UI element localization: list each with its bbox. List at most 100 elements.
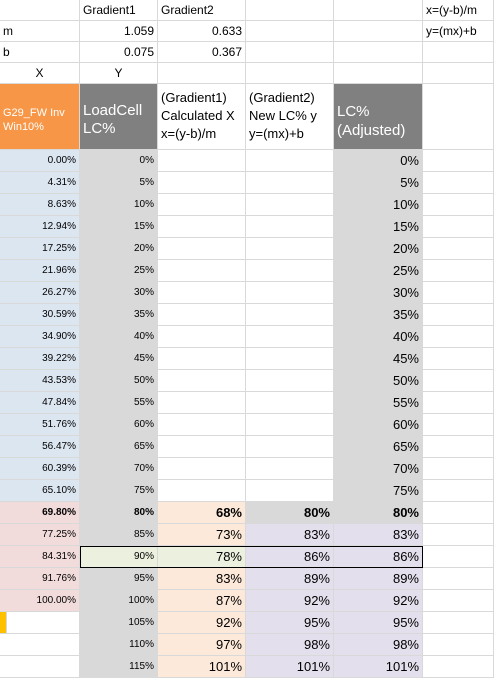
calculated-x-cell[interactable] bbox=[158, 304, 246, 326]
g29-value-cell[interactable]: 69.80% bbox=[0, 502, 80, 524]
new-lc-cell[interactable]: 92% bbox=[246, 590, 334, 612]
calculated-x-cell[interactable] bbox=[158, 392, 246, 414]
empty-cell[interactable] bbox=[423, 656, 494, 678]
new-lc-cell[interactable] bbox=[246, 414, 334, 436]
cell-E2[interactable] bbox=[334, 21, 423, 42]
loadcell-value-cell[interactable]: 80% bbox=[80, 502, 158, 524]
lc-adjusted-cell[interactable]: 95% bbox=[334, 612, 423, 634]
g29-value-cell[interactable]: 21.96% bbox=[0, 260, 80, 282]
empty-cell[interactable] bbox=[423, 634, 494, 656]
lc-adjusted-cell[interactable]: 20% bbox=[334, 238, 423, 260]
loadcell-value-cell[interactable]: 60% bbox=[80, 414, 158, 436]
g29-value-cell[interactable]: 43.53% bbox=[0, 370, 80, 392]
cell-D1[interactable] bbox=[246, 0, 334, 21]
g29-value-cell[interactable]: 34.90% bbox=[0, 326, 80, 348]
g29-value-cell[interactable]: 17.25% bbox=[0, 238, 80, 260]
loadcell-value-cell[interactable]: 55% bbox=[80, 392, 158, 414]
loadcell-value-cell[interactable]: 100% bbox=[80, 590, 158, 612]
loadcell-value-cell[interactable]: 45% bbox=[80, 348, 158, 370]
calculated-x-cell[interactable]: 101% bbox=[158, 656, 246, 678]
empty-cell[interactable] bbox=[423, 524, 494, 546]
calculated-x-cell[interactable] bbox=[158, 480, 246, 502]
new-lc-cell[interactable] bbox=[246, 238, 334, 260]
gradient2-b-value[interactable]: 0.367 bbox=[158, 42, 246, 63]
loadcell-value-cell[interactable]: 20% bbox=[80, 238, 158, 260]
lc-adjusted-cell[interactable]: 45% bbox=[334, 348, 423, 370]
calculated-x-cell[interactable] bbox=[158, 414, 246, 436]
calculated-x-cell[interactable]: 68% bbox=[158, 502, 246, 524]
cell-A1[interactable] bbox=[0, 0, 80, 21]
g29-value-cell[interactable]: 77.25% bbox=[0, 524, 80, 546]
empty-cell[interactable] bbox=[423, 546, 494, 568]
g29-value-cell[interactable] bbox=[0, 612, 7, 634]
empty-cell[interactable] bbox=[423, 172, 494, 194]
new-lc-cell[interactable] bbox=[246, 348, 334, 370]
empty-cell[interactable] bbox=[423, 392, 494, 414]
m-label[interactable]: m bbox=[0, 21, 80, 42]
new-lc-cell[interactable]: 83% bbox=[246, 524, 334, 546]
header-g29-fw[interactable]: G29_FW Inv Win10% bbox=[0, 84, 80, 150]
calculated-x-cell[interactable] bbox=[158, 150, 246, 172]
lc-adjusted-cell[interactable]: 50% bbox=[334, 370, 423, 392]
lc-adjusted-cell[interactable]: 65% bbox=[334, 436, 423, 458]
cell-F5[interactable] bbox=[423, 84, 494, 150]
empty-cell[interactable] bbox=[423, 436, 494, 458]
empty-cell[interactable] bbox=[423, 458, 494, 480]
cell-E3[interactable] bbox=[334, 42, 423, 63]
lc-adjusted-cell[interactable]: 80% bbox=[334, 502, 423, 524]
new-lc-cell[interactable]: 86% bbox=[246, 546, 334, 568]
formula-x-note[interactable]: x=(y-b)/m bbox=[423, 0, 494, 21]
lc-adjusted-cell[interactable]: 92% bbox=[334, 590, 423, 612]
loadcell-value-cell[interactable]: 70% bbox=[80, 458, 158, 480]
new-lc-cell[interactable] bbox=[246, 172, 334, 194]
empty-cell[interactable] bbox=[423, 370, 494, 392]
calculated-x-cell[interactable] bbox=[158, 194, 246, 216]
calculated-x-cell[interactable] bbox=[158, 370, 246, 392]
cell-E4[interactable] bbox=[334, 63, 423, 84]
empty-cell[interactable] bbox=[423, 612, 494, 634]
g29-value-cell[interactable]: 4.31% bbox=[0, 172, 80, 194]
calculated-x-cell[interactable] bbox=[158, 282, 246, 304]
new-lc-cell[interactable] bbox=[246, 436, 334, 458]
cell-F4[interactable] bbox=[423, 63, 494, 84]
empty-cell[interactable] bbox=[423, 238, 494, 260]
loadcell-value-cell[interactable]: 50% bbox=[80, 370, 158, 392]
g29-value-cell[interactable]: 30.59% bbox=[0, 304, 80, 326]
g29-value-cell[interactable]: 65.10% bbox=[0, 480, 80, 502]
new-lc-cell[interactable]: 95% bbox=[246, 612, 334, 634]
cell-F3[interactable] bbox=[423, 42, 494, 63]
header-loadcell[interactable]: LoadCell LC% bbox=[80, 84, 158, 150]
calculated-x-cell[interactable] bbox=[158, 436, 246, 458]
lc-adjusted-cell[interactable]: 86% bbox=[334, 546, 423, 568]
calculated-x-cell[interactable] bbox=[158, 260, 246, 282]
empty-cell[interactable] bbox=[423, 590, 494, 612]
header-new-lc[interactable]: (Gradient2) New LC% y y=(mx)+b bbox=[246, 84, 334, 150]
loadcell-value-cell[interactable]: 105% bbox=[80, 612, 158, 634]
loadcell-value-cell[interactable]: 90% bbox=[80, 546, 158, 568]
loadcell-value-cell[interactable]: 5% bbox=[80, 172, 158, 194]
new-lc-cell[interactable] bbox=[246, 150, 334, 172]
g29-value-cell[interactable]: 8.63% bbox=[0, 194, 80, 216]
empty-cell[interactable] bbox=[4, 612, 80, 634]
lc-adjusted-cell[interactable]: 15% bbox=[334, 216, 423, 238]
lc-adjusted-cell[interactable]: 35% bbox=[334, 304, 423, 326]
gradient2-label[interactable]: Gradient2 bbox=[158, 0, 246, 21]
lc-adjusted-cell[interactable]: 75% bbox=[334, 480, 423, 502]
new-lc-cell[interactable]: 98% bbox=[246, 634, 334, 656]
cell-D4[interactable] bbox=[246, 63, 334, 84]
new-lc-cell[interactable] bbox=[246, 216, 334, 238]
loadcell-value-cell[interactable]: 25% bbox=[80, 260, 158, 282]
calculated-x-cell[interactable]: 97% bbox=[158, 634, 246, 656]
empty-cell[interactable] bbox=[423, 260, 494, 282]
lc-adjusted-cell[interactable]: 0% bbox=[334, 150, 423, 172]
g29-value-cell[interactable]: 56.47% bbox=[0, 436, 80, 458]
empty-cell[interactable] bbox=[423, 414, 494, 436]
empty-cell[interactable] bbox=[423, 282, 494, 304]
new-lc-cell[interactable]: 101% bbox=[246, 656, 334, 678]
calculated-x-cell[interactable]: 78% bbox=[158, 546, 246, 568]
lc-adjusted-cell[interactable]: 83% bbox=[334, 524, 423, 546]
loadcell-value-cell[interactable]: 15% bbox=[80, 216, 158, 238]
g29-value-cell[interactable]: 12.94% bbox=[0, 216, 80, 238]
empty-cell[interactable] bbox=[423, 480, 494, 502]
cell-C4[interactable] bbox=[158, 63, 246, 84]
